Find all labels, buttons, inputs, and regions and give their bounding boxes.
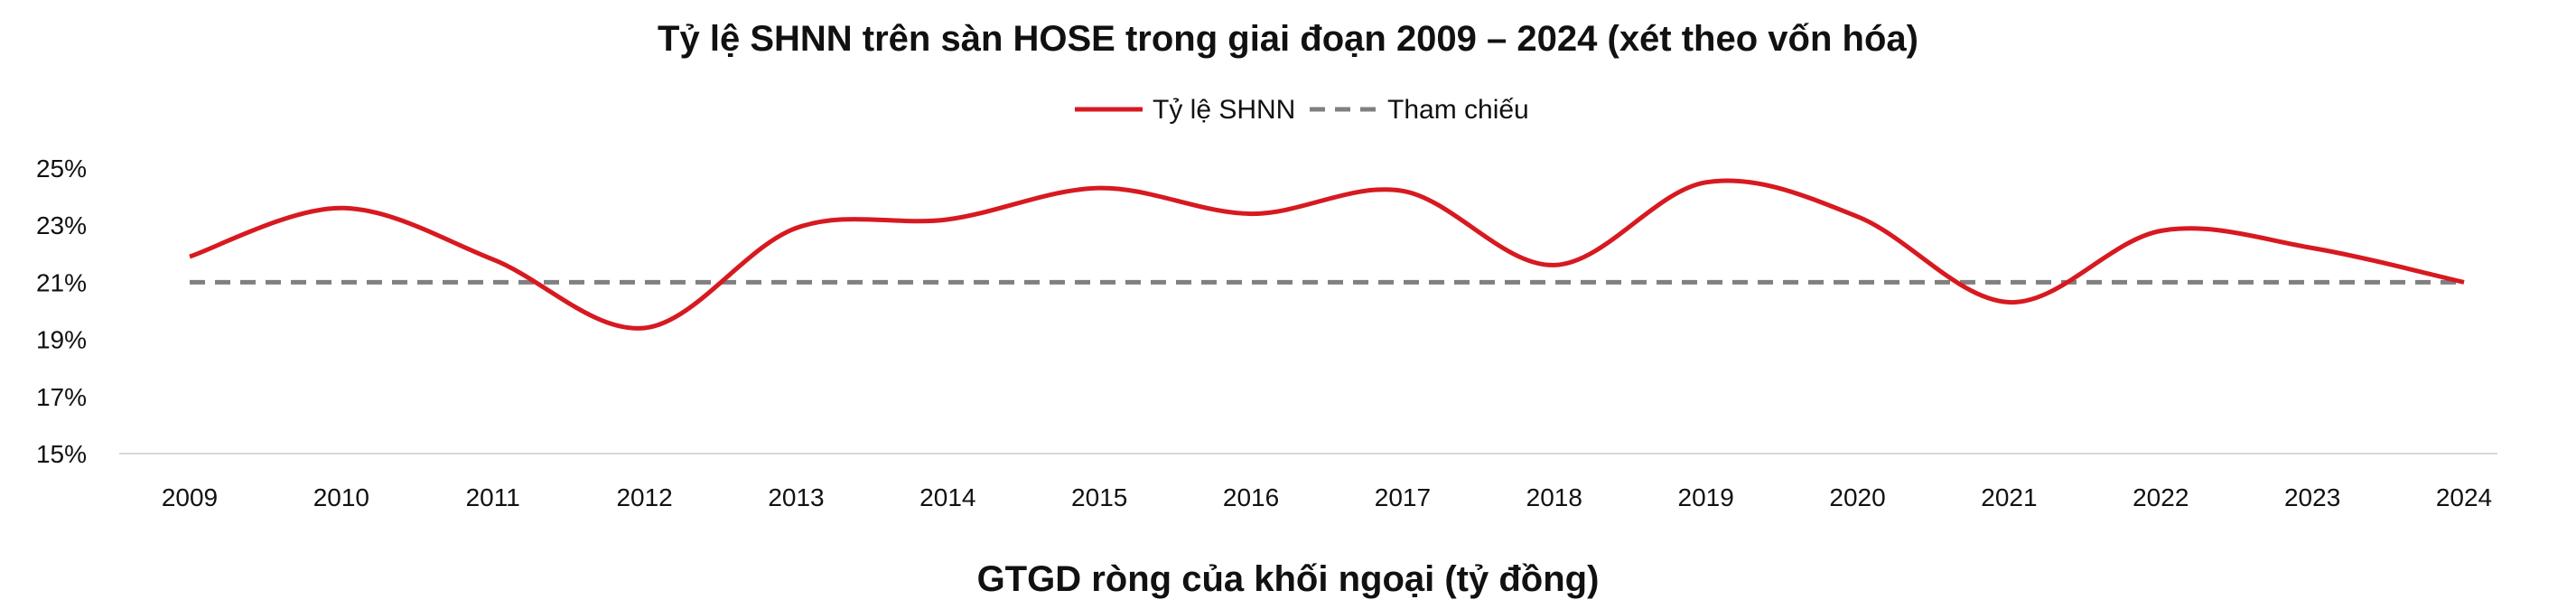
x-tick-label: 2014 bbox=[919, 483, 975, 511]
y-tick-label: 19% bbox=[36, 326, 87, 354]
y-tick-label: 23% bbox=[36, 211, 87, 239]
legend: Tỷ lệ SHNN Tham chiếu bbox=[1075, 95, 1529, 125]
x-tick-label: 2010 bbox=[313, 483, 369, 511]
y-axis-tick-labels: 25% 23% 21% 19% 17% 15% bbox=[36, 155, 87, 468]
x-tick-label: 2019 bbox=[1678, 483, 1734, 511]
chart-subtitle: GTGD ròng của khối ngoại (tỷ đồng) bbox=[977, 559, 1600, 599]
x-tick-label: 2017 bbox=[1375, 483, 1431, 511]
y-tick-label: 15% bbox=[36, 440, 87, 468]
x-tick-label: 2023 bbox=[2284, 483, 2340, 511]
series-layer bbox=[189, 178, 2465, 331]
x-tick-label: 2013 bbox=[768, 483, 824, 511]
y-tick-label: 17% bbox=[36, 383, 87, 411]
series-line-shnn bbox=[189, 178, 2465, 331]
x-tick-label: 2020 bbox=[1829, 483, 1885, 511]
x-tick-label: 2024 bbox=[2436, 483, 2492, 511]
x-axis-tick-labels: 2009 2010 2011 2012 2013 2014 2015 2016 2017 2018… bbox=[162, 483, 2492, 511]
x-tick-label: 2009 bbox=[162, 483, 218, 511]
legend-label-shnn: Tỷ lệ SHNN bbox=[1153, 95, 1295, 125]
chart-title: Tỷ lệ SHNN trên sàn HOSE trong giai đoạn… bbox=[658, 19, 1918, 59]
x-tick-label: 2015 bbox=[1071, 483, 1127, 511]
x-tick-label: 2012 bbox=[616, 483, 672, 511]
x-tick-label: 2022 bbox=[2133, 483, 2189, 511]
legend-label-tham-chieu: Tham chiếu bbox=[1387, 95, 1529, 125]
x-tick-label: 2018 bbox=[1526, 483, 1582, 511]
y-tick-label: 21% bbox=[36, 268, 87, 296]
x-tick-label: 2021 bbox=[1981, 483, 2037, 511]
x-tick-label: 2016 bbox=[1223, 483, 1279, 511]
x-tick-label: 2011 bbox=[466, 483, 520, 511]
y-tick-label: 25% bbox=[36, 155, 87, 183]
